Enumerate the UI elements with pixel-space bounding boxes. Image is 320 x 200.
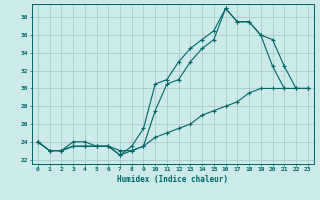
X-axis label: Humidex (Indice chaleur): Humidex (Indice chaleur): [117, 175, 228, 184]
